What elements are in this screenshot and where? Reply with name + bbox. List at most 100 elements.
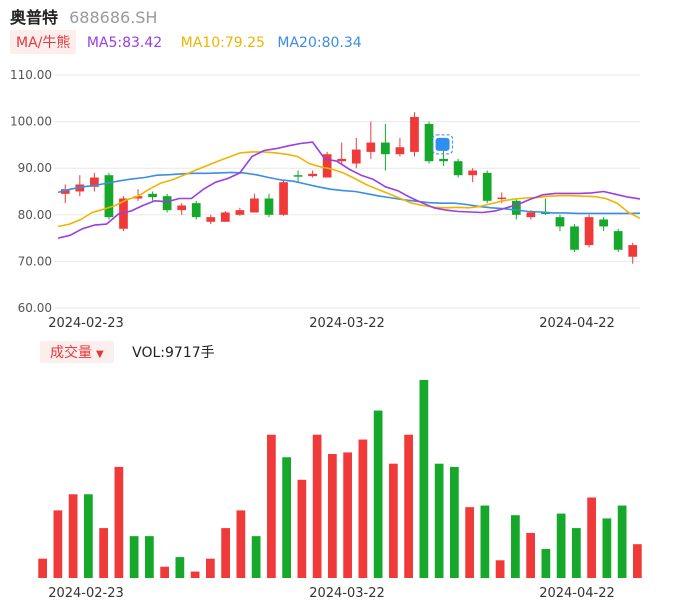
candle-body — [410, 116, 419, 152]
volume-bar — [68, 494, 78, 578]
candle-body — [206, 217, 216, 222]
volume-bar — [175, 557, 185, 578]
candle-body — [570, 226, 579, 250]
candle-body — [322, 154, 332, 178]
volume-bar — [297, 479, 307, 578]
candle-body — [511, 200, 521, 215]
candle-body — [482, 172, 492, 201]
candle-body — [235, 210, 245, 215]
candle-body — [148, 193, 157, 198]
candle-body — [133, 196, 143, 199]
ma10-line — [57, 151, 641, 228]
candle-body — [293, 175, 303, 177]
ma20-value: MA20:80.34 — [277, 35, 362, 51]
candle-body — [351, 149, 361, 164]
y-tick-label: 70.00 — [18, 254, 52, 268]
volume-bar — [206, 558, 215, 578]
y-tick-label: 110.00 — [10, 68, 52, 82]
volume-bar — [633, 544, 642, 578]
volume-bar — [160, 566, 169, 578]
candle-body — [104, 175, 114, 218]
candle-body — [177, 205, 187, 211]
candle-body — [555, 217, 565, 227]
candle-body — [279, 182, 288, 215]
x-tick-label: 2024-03-22 — [309, 586, 385, 601]
x-tick-label: 2024-02-23 — [48, 316, 124, 331]
volume-bar — [145, 536, 154, 578]
volume-indicator-selector[interactable]: 成交量 ▼ — [40, 341, 114, 363]
volume-bar — [465, 507, 474, 578]
candle-body — [220, 212, 230, 222]
candle-body — [395, 147, 405, 155]
x-tick-label: 2024-02-23 — [48, 586, 124, 601]
candle-body — [453, 161, 463, 176]
y-tick-label: 80.00 — [18, 208, 52, 222]
volume-bar — [404, 434, 413, 578]
candle-body — [424, 123, 434, 162]
ma-legend: MA/牛熊 MA5:83.42 MA10:79.25 MA20:80.34 — [10, 30, 362, 54]
candle-body — [439, 158, 448, 162]
volume-bar — [450, 466, 459, 578]
candle-body — [613, 231, 623, 250]
candle-body — [599, 219, 608, 227]
volume-legend: 成交量 ▼ VOL:9717手 — [40, 341, 215, 363]
x-tick-label: 2024-04-22 — [539, 316, 615, 331]
volume-bar — [572, 528, 581, 578]
candle-body — [90, 177, 99, 187]
volume-bar — [251, 536, 261, 578]
y-tick-label: 100.00 — [10, 115, 52, 129]
candle-body — [119, 198, 128, 229]
volume-bar — [343, 452, 352, 578]
ma5-line — [57, 141, 641, 239]
volume-bar — [328, 454, 337, 578]
volume-bar — [587, 497, 596, 578]
volume-bar — [129, 536, 139, 578]
volume-bar — [312, 434, 322, 578]
volume-bar — [267, 434, 276, 578]
volume-bar — [358, 439, 368, 578]
volume-chart[interactable]: 2024-02-23 2024-03-22 2024-04-22 — [0, 366, 686, 606]
candle-body — [468, 170, 478, 176]
candle-body — [497, 197, 507, 200]
candle-body — [60, 189, 70, 194]
candle-body — [337, 158, 347, 162]
event-marker-box — [435, 137, 450, 151]
volume-value: VOL:9717手 — [132, 345, 215, 361]
volume-bar — [617, 505, 627, 578]
volume-bar — [389, 463, 398, 578]
volume-bar — [282, 457, 291, 578]
ma-mode-selector[interactable]: MA/牛熊 — [10, 30, 77, 54]
stock-name: 奥普特 — [10, 8, 59, 27]
volume-bar — [84, 494, 93, 578]
x-tick-label: 2024-03-22 — [309, 316, 385, 331]
volume-bar — [556, 513, 566, 578]
x-tick-label: 2024-04-22 — [539, 586, 615, 601]
ma10-value: MA10:79.25 — [180, 35, 265, 51]
candle-body — [381, 142, 390, 155]
caret-down-icon: ▼ — [96, 349, 104, 360]
candle-body — [162, 196, 172, 211]
candle-body — [308, 173, 317, 177]
volume-bar — [221, 528, 230, 578]
candle-body — [541, 212, 550, 214]
volume-bar — [526, 532, 535, 578]
stock-header: 奥普特 688686.SH — [10, 4, 157, 27]
candle-body — [264, 198, 274, 215]
event-marker-icon — [432, 134, 454, 155]
y-tick-label: 90.00 — [18, 161, 52, 175]
volume-bar — [373, 410, 383, 578]
ma20-line — [57, 171, 641, 215]
volume-bar — [38, 558, 47, 578]
volume-bar — [511, 515, 520, 578]
volume-bar — [236, 510, 246, 578]
candle-body — [366, 142, 376, 152]
volume-bar — [495, 560, 505, 578]
y-tick-label: 60.00 — [18, 301, 52, 315]
price-chart[interactable]: 110.00 100.00 90.00 80.00 70.00 60.002024-02-… — [0, 60, 686, 335]
event-marker-frame — [432, 134, 454, 155]
volume-bar — [602, 518, 612, 578]
candle-body — [250, 198, 259, 213]
volume-bar — [190, 571, 200, 578]
volume-indicator-label: 成交量 — [50, 345, 92, 361]
volume-bar — [480, 505, 490, 578]
